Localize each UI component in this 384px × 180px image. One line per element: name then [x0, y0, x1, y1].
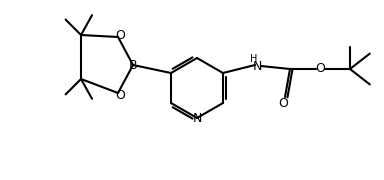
Text: O: O — [278, 96, 288, 109]
Text: O: O — [115, 89, 125, 102]
Text: N: N — [192, 111, 202, 125]
Text: H: H — [250, 54, 258, 64]
Text: N: N — [252, 60, 262, 73]
Text: O: O — [315, 62, 325, 75]
Text: B: B — [129, 58, 137, 71]
Text: O: O — [115, 28, 125, 42]
